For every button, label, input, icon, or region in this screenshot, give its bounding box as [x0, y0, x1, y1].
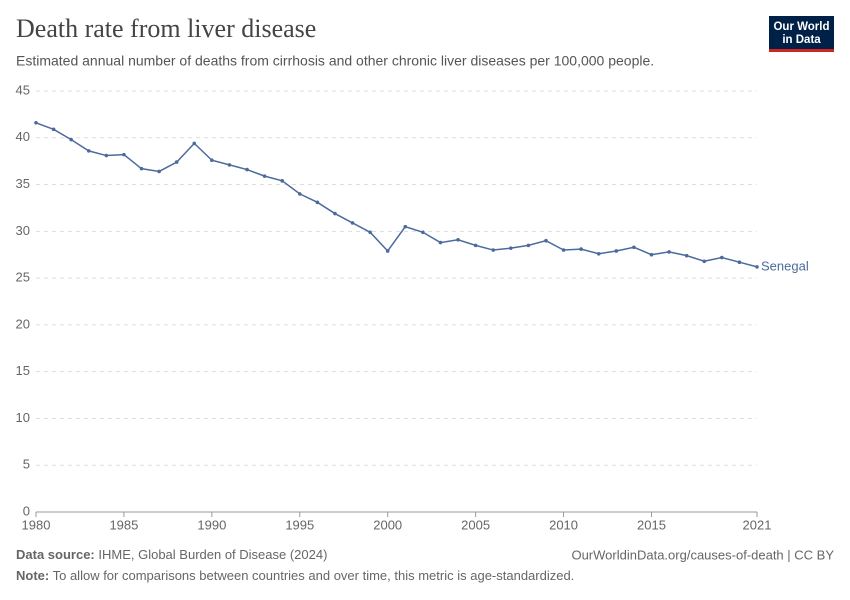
data-point [720, 255, 724, 260]
y-tick-label: 45 [16, 82, 30, 97]
data-point [544, 238, 548, 243]
data-point [174, 160, 179, 164]
data-point [227, 163, 232, 167]
data-point [122, 152, 126, 157]
data-point [280, 179, 284, 183]
data-point [262, 174, 267, 178]
data-point [438, 240, 443, 245]
x-tick-label: 2021 [743, 517, 772, 532]
x-tick-label: 2010 [549, 517, 578, 532]
logo-box[interactable] [769, 16, 834, 50]
y-tick-label: 40 [16, 129, 30, 144]
data-point [737, 260, 742, 265]
note: To allow for comparisons between countri… [53, 568, 575, 583]
data-point [649, 252, 654, 257]
chart-title: Death rate from liver disease [16, 14, 316, 43]
data-point [596, 251, 601, 256]
x-tick-label: 1980 [22, 517, 51, 532]
data-point [385, 249, 390, 253]
source-label: Data source: [16, 547, 95, 562]
y-tick-label: 35 [16, 176, 30, 191]
data-point [51, 127, 56, 132]
x-tick-label: 2015 [637, 517, 666, 532]
data-point [104, 153, 109, 158]
y-tick-label: 10 [16, 410, 30, 425]
data-point [157, 169, 161, 174]
x-tick-label: 2005 [461, 517, 490, 532]
data-point [34, 121, 38, 125]
x-tick-label: 2000 [373, 517, 402, 532]
y-tick-label: 30 [16, 223, 30, 238]
data-point [297, 192, 302, 196]
data-point [755, 265, 759, 269]
data-point [491, 248, 496, 252]
x-tick-label: 1995 [285, 517, 314, 532]
data-point [526, 243, 531, 248]
data-point [561, 248, 566, 252]
x-tick-label: 1985 [109, 517, 138, 532]
data-point [667, 250, 671, 254]
logo-text: in Data [782, 34, 821, 46]
data-point [315, 200, 320, 205]
y-tick-label: 5 [23, 457, 30, 472]
source-url[interactable]: OurWorldinData.org/causes-of-death | CC … [571, 547, 834, 562]
data-point [368, 230, 372, 235]
data-point [333, 211, 337, 216]
data-point [473, 243, 478, 248]
data-point [579, 247, 583, 251]
data-point [702, 259, 707, 264]
y-tick-label: 25 [16, 270, 30, 285]
note-label: Note: [16, 568, 49, 583]
data-point [509, 246, 513, 250]
data-point [350, 221, 355, 225]
chart-subtitle: Estimated annual number of deaths from c… [16, 53, 654, 69]
data-point [403, 224, 408, 229]
source-line: Data source: IHME, Global Burden of Dise… [16, 547, 327, 562]
data-point [210, 158, 214, 163]
y-tick-label: 20 [16, 316, 30, 331]
series-label: Senegal [761, 258, 809, 273]
logo-underline [769, 49, 834, 52]
logo-text: Our World [773, 21, 829, 33]
data-point [456, 237, 460, 242]
data-point [614, 249, 619, 253]
series-line [35, 122, 758, 268]
source: IHME, Global Burden of Disease (2024) [98, 547, 327, 562]
data-point [684, 253, 689, 258]
y-tick-label: 0 [23, 503, 30, 518]
data-point [245, 167, 249, 172]
data-point [139, 166, 144, 171]
note-line: Note: To allow for comparisons between c… [16, 568, 574, 583]
data-point [632, 245, 636, 250]
x-tick-label: 1990 [197, 517, 226, 532]
data-point [421, 230, 425, 235]
data-point [192, 141, 197, 146]
data-point [69, 137, 73, 142]
y-tick-label: 15 [16, 363, 30, 378]
data-point [86, 149, 91, 153]
